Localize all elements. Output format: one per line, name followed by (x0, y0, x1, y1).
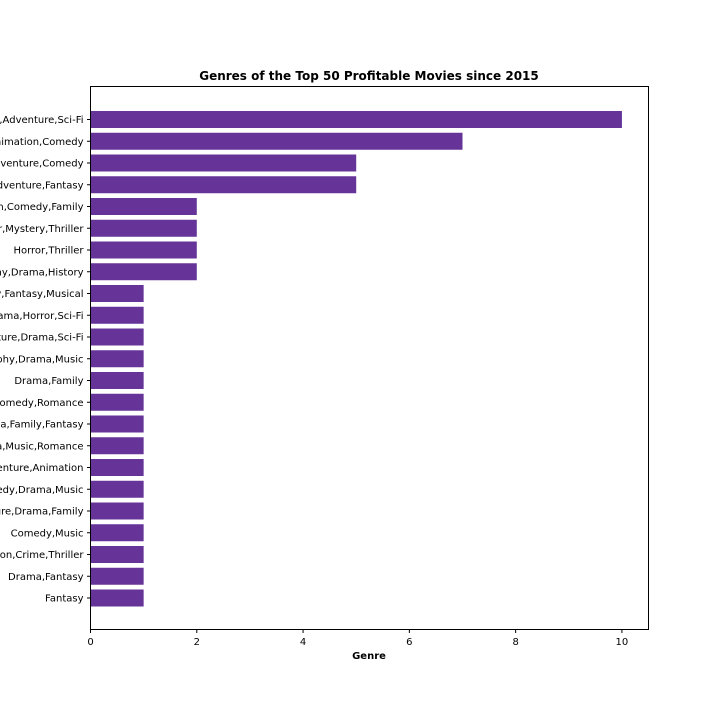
y-tick-label: Animation,Comedy,Family (0, 202, 84, 213)
bar (90, 219, 197, 237)
bar (90, 241, 197, 259)
y-tick-label: Action,Adventure,Comedy (0, 159, 84, 170)
bars-group (90, 111, 622, 607)
y-tick-label: Fantasy (45, 594, 84, 605)
bar (90, 437, 144, 455)
y-tick-label: Action,Adventure,Sci-Fi (0, 115, 84, 126)
y-tick-label: Drama,Family,Fantasy (0, 420, 84, 431)
bar (90, 372, 144, 389)
bar (90, 263, 197, 281)
bar (90, 415, 144, 433)
y-tick-label: Adventure,Animation,Comedy (0, 137, 84, 148)
bar (90, 198, 197, 215)
bar (90, 393, 144, 411)
bar (90, 589, 144, 607)
x-tick-label: 0 (87, 637, 93, 648)
x-tick-label: 2 (194, 637, 200, 648)
y-tick-label: Drama,Horror,Sci-Fi (0, 311, 84, 322)
y-tick-label: Comedy,Romance (0, 398, 84, 409)
bar (90, 502, 144, 520)
bar (90, 546, 144, 563)
bar (90, 459, 144, 476)
y-tick-label: Family,Fantasy,Musical (0, 289, 84, 300)
bar (90, 132, 463, 150)
y-tick-label: Action,Crime,Thriller (0, 550, 84, 561)
x-tick-label: 8 (512, 637, 518, 648)
plot-frame (90, 86, 649, 630)
y-tick-label: Adventure,Drama,Sci-Fi (0, 333, 84, 344)
y-tick-label: Horror,Thriller (13, 246, 84, 257)
bar (90, 154, 357, 172)
bar (90, 111, 622, 128)
y-tick-label: Comedy,Music (11, 528, 84, 539)
y-axis-ticks: Action,Adventure,Sci-Fi Adventure,Animati… (0, 115, 90, 605)
y-tick-label: Horror,Mystery,Thriller (0, 224, 84, 235)
bar (90, 306, 144, 324)
y-tick-label: Adventure,Animation (0, 463, 84, 474)
bar (90, 328, 144, 346)
bar (90, 524, 144, 542)
y-tick-label: Biography,Drama,Music (0, 354, 84, 365)
bar (90, 350, 144, 368)
x-tick-label: 6 (406, 637, 412, 648)
y-tick-label: Drama,Fantasy (8, 572, 84, 583)
y-tick-label: Comedy,Drama,Music (0, 485, 84, 496)
chart-title: Genres of the Top 50 Profitable Movies s… (199, 69, 539, 83)
x-tick-label: 10 (616, 637, 629, 648)
y-tick-label: Adventure,Drama,Family (0, 507, 84, 518)
y-tick-label: Biography,Drama,History (0, 267, 84, 278)
x-axis-label: Genre (352, 651, 386, 662)
bar (90, 567, 144, 585)
bar (90, 285, 144, 302)
x-tick-label: 4 (300, 637, 306, 648)
y-tick-label: Drama,Family (14, 376, 83, 387)
x-axis-ticks: 0 2 4 6 8 10 (87, 629, 629, 648)
y-tick-label: Action,Adventure,Fantasy (0, 180, 84, 191)
bar (90, 176, 357, 194)
y-tick-label: Drama,Music,Romance (0, 441, 84, 452)
bar (90, 480, 144, 498)
